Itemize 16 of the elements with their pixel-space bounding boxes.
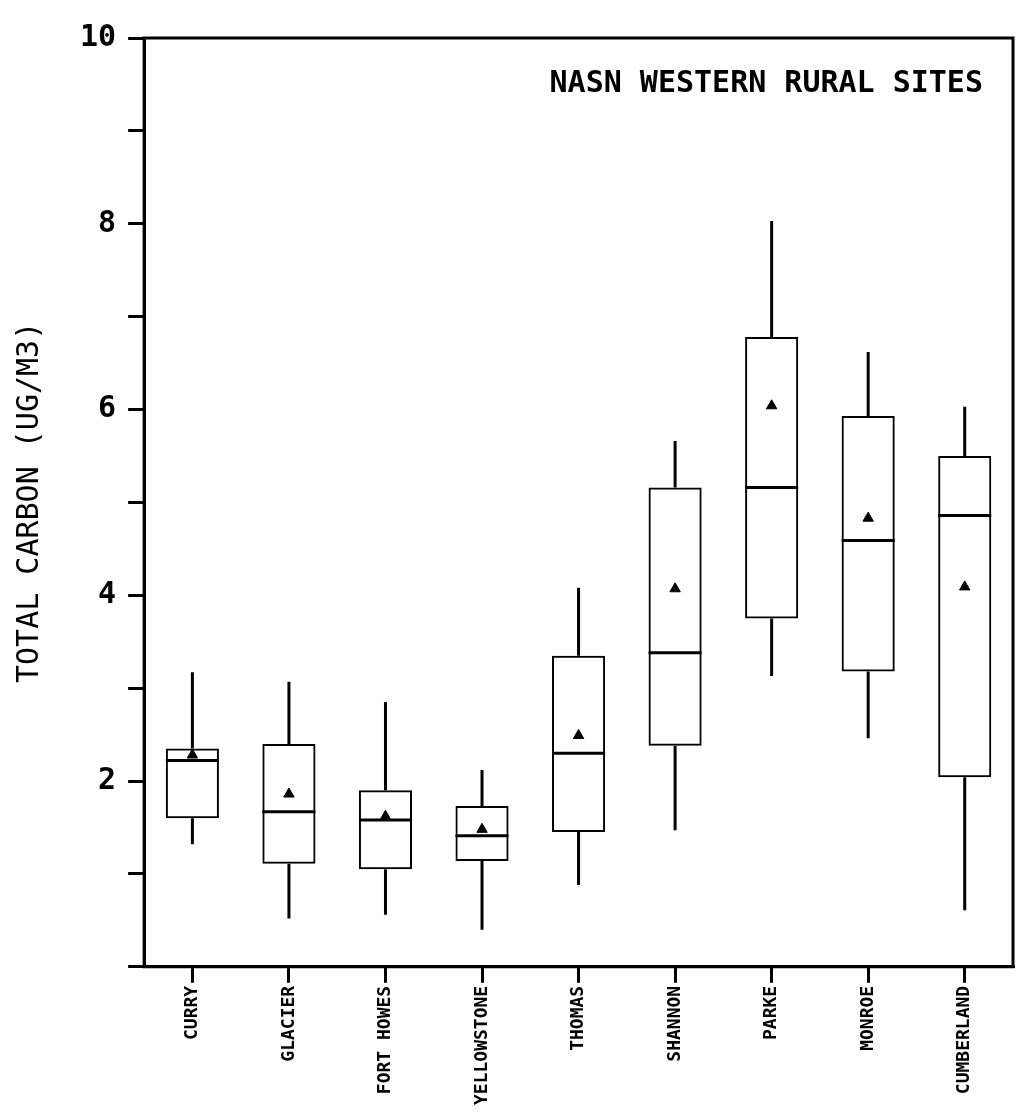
x-tick-label: PARKE (759, 985, 781, 1040)
x-tick-label: CUMBERLAND (952, 985, 974, 1095)
y-axis-title: TOTAL CARBON (UG/M3) (9, 321, 45, 684)
y-tick-label: 6 (98, 389, 117, 425)
x-tick-label: THOMAS (566, 985, 588, 1051)
x-tick-label: CURRY (180, 985, 202, 1040)
x-tick-label: FORT HOWES (373, 985, 395, 1095)
y-tick-label: 2 (98, 760, 117, 796)
x-tick-label: YELLOWSTONE (469, 985, 491, 1106)
y-tick-label: 4 (98, 575, 117, 611)
x-tick-label: SHANNON (662, 985, 684, 1062)
x-tick-label: MONROE (855, 985, 877, 1051)
text: NASN WESTERN RURAL SITES (549, 64, 983, 100)
y-tick-label: 8 (98, 203, 117, 239)
x-tick-label: GLACIER (276, 985, 298, 1062)
y-tick-label: 10 (80, 17, 117, 53)
